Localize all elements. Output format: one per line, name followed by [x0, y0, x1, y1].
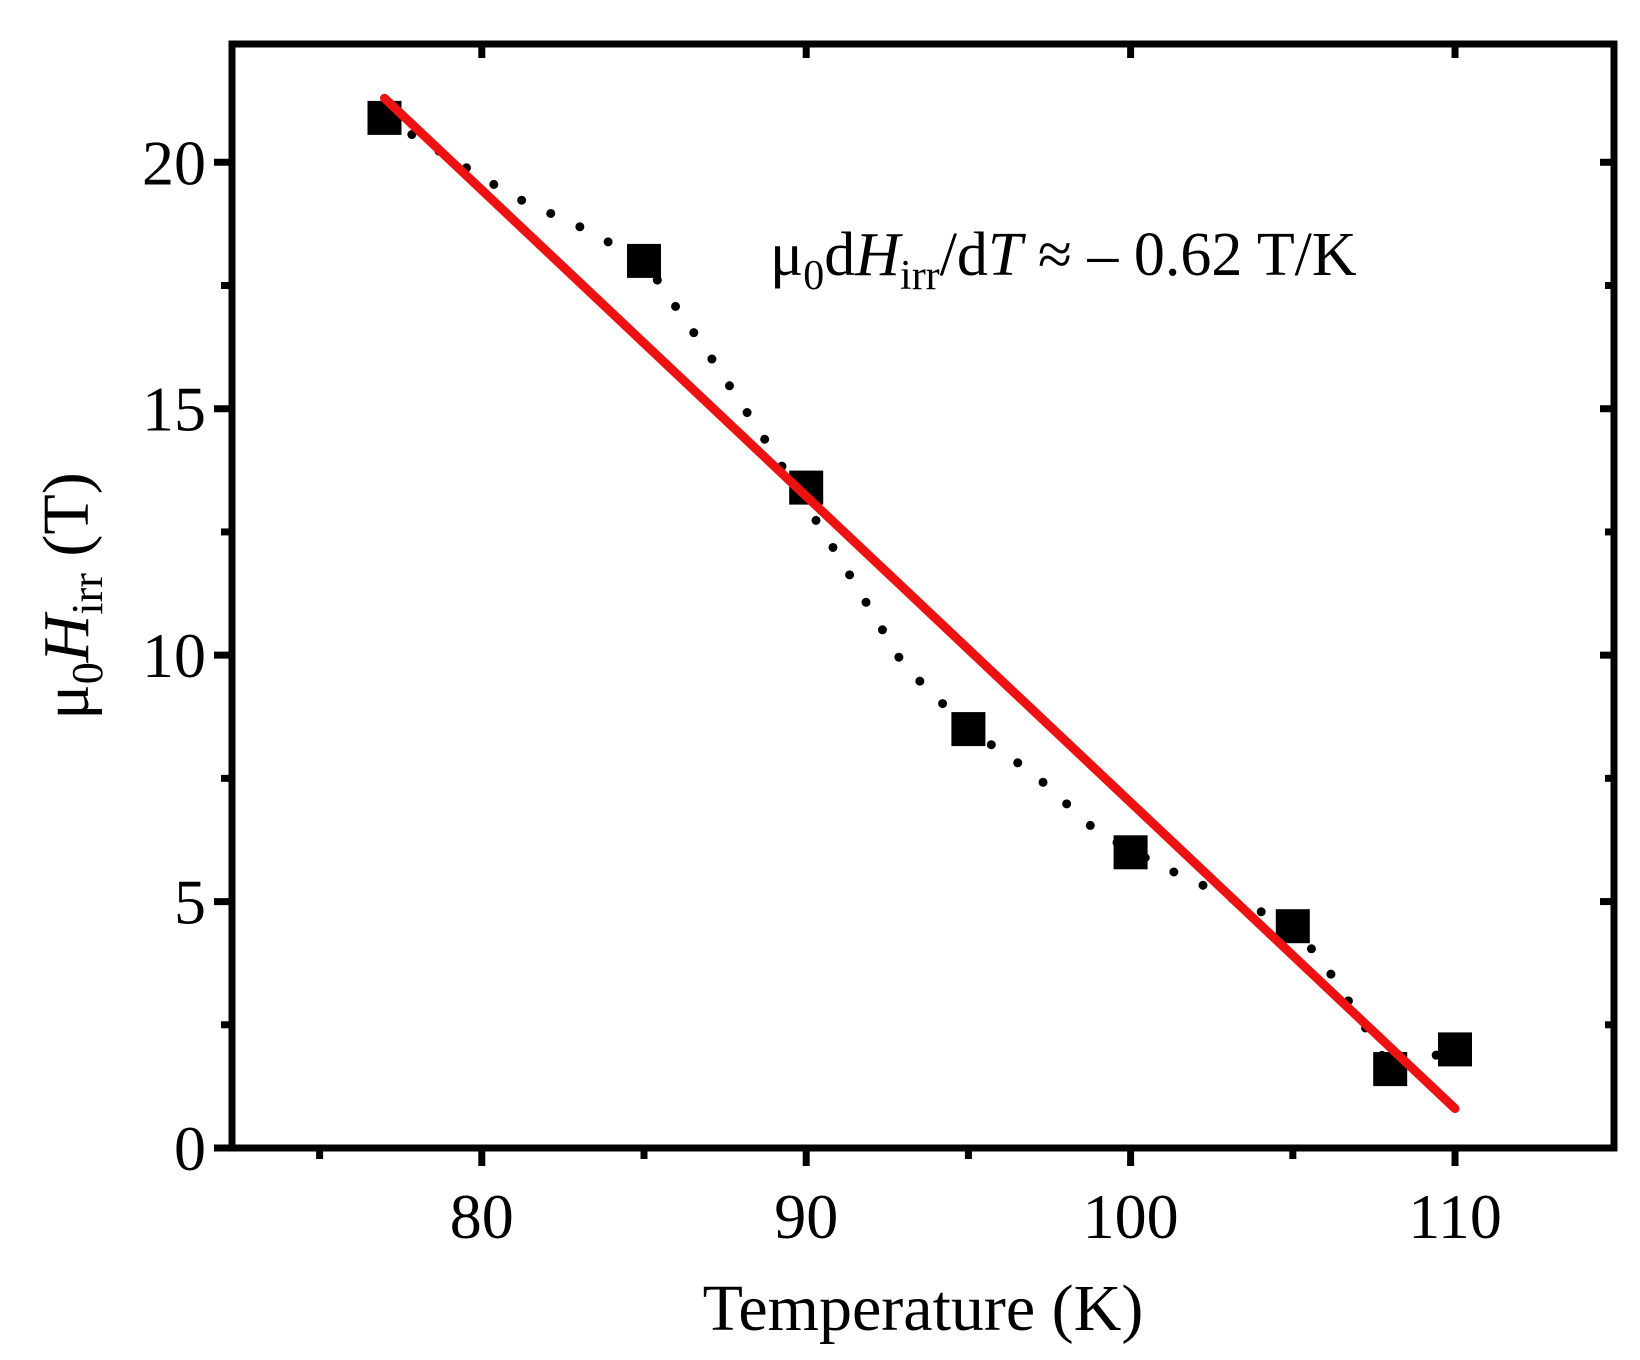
- y-tick-label-2: 10: [142, 620, 206, 691]
- x-tick-label-3: 110: [1408, 1181, 1502, 1252]
- annot-d: d: [824, 221, 855, 289]
- data-point-7: [1438, 1032, 1472, 1067]
- annot-var2: T: [988, 221, 1027, 289]
- annot-mid: /d: [940, 221, 988, 289]
- plot-frame: [228, 40, 1618, 1152]
- data-point-1: [627, 243, 661, 278]
- data-point-5: [1275, 909, 1310, 944]
- x-tick-label-1: 90: [774, 1181, 838, 1252]
- annot-var: H: [854, 221, 903, 289]
- y-tick-label-4: 20: [142, 127, 206, 198]
- y-axis-title-sub: irr: [63, 573, 112, 615]
- data-point-4: [1113, 835, 1148, 870]
- y-axis-title-sub0: 0: [63, 662, 112, 684]
- y-tick-label-0: 0: [174, 1113, 206, 1184]
- linear-fit-line: [379, 93, 1460, 1114]
- tick-labels: 80 90 100 110 0 5 10 15 20: [142, 127, 1502, 1252]
- annot-sub: irr: [900, 253, 940, 299]
- y-axis-title-unit: (T): [30, 472, 103, 573]
- slope-annotation: μ0dHirr/dT ≈ – 0.62 T/K: [770, 221, 1357, 299]
- series-layer: [367, 93, 1472, 1114]
- x-axis-title: Temperature (K): [703, 1272, 1144, 1345]
- y-tick-label-1: 5: [174, 867, 206, 938]
- annot-rest: ≈ – 0.62 T/K: [1022, 221, 1357, 289]
- y-axis-title: μ0Hirr (T): [30, 472, 112, 719]
- ticks: [214, 44, 1614, 1166]
- x-tick-label-2: 100: [1083, 1181, 1179, 1252]
- annot-sub0: 0: [803, 253, 824, 299]
- annot-mu: μ: [770, 221, 803, 289]
- y-axis-title-mu: μ: [30, 684, 103, 719]
- y-tick-label-3: 15: [142, 374, 206, 445]
- data-point-3: [951, 712, 986, 747]
- y-axis-title-var: H: [30, 611, 103, 663]
- x-tick-label-0: 80: [450, 1181, 514, 1252]
